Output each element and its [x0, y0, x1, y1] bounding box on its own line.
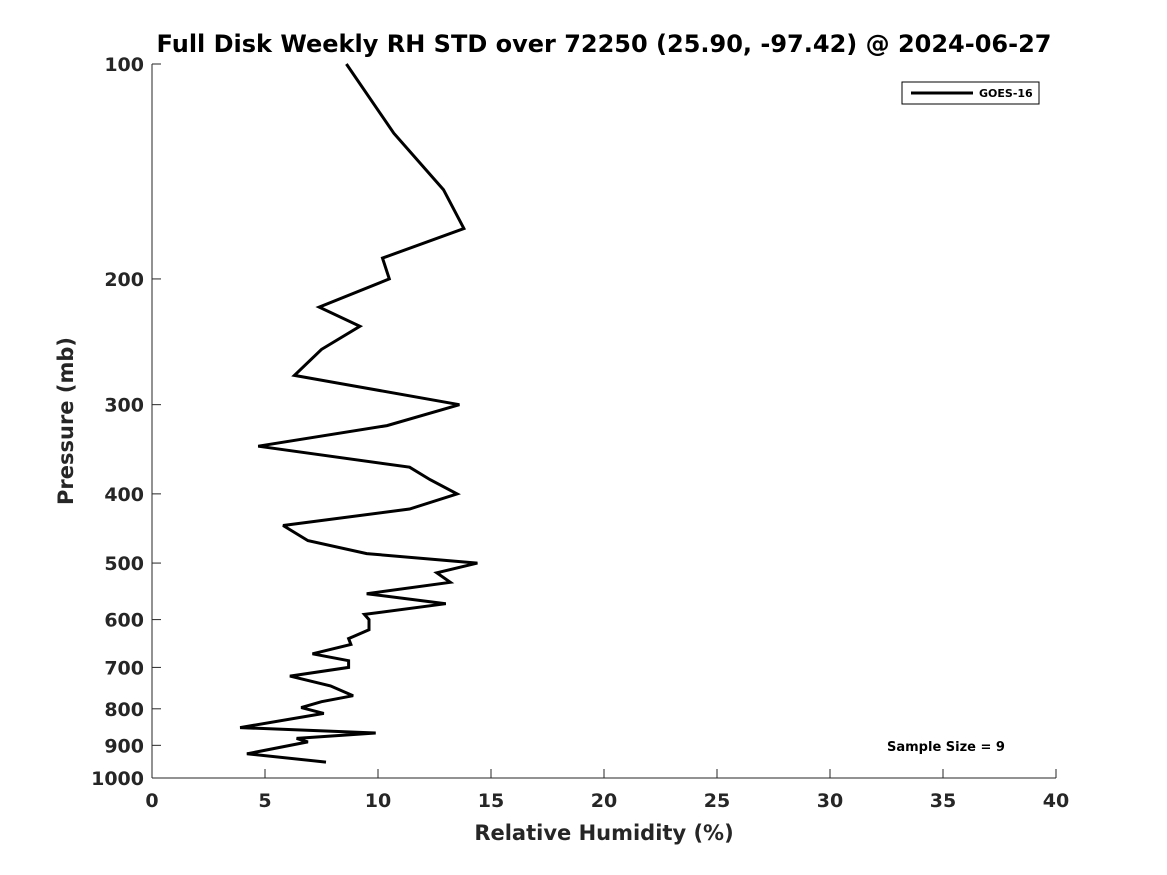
x-tick-label: 0	[145, 790, 158, 812]
y-tick-label: 700	[104, 657, 144, 679]
y-tick-label: 500	[104, 553, 144, 575]
x-tick-label: 35	[930, 790, 956, 812]
y-tick-label: 800	[104, 699, 144, 721]
y-tick-label: 1000	[91, 768, 144, 790]
x-tick-label: 5	[258, 790, 271, 812]
y-tick-label: 300	[104, 395, 144, 417]
plot-frame	[151, 64, 1056, 779]
series-layer	[239, 63, 478, 764]
x-axis-ticks: 0 5 10 15 20 25 30 35 40	[145, 769, 1069, 812]
sample-size-annotation: Sample Size = 9	[887, 740, 1005, 755]
y-tick-label: 900	[104, 735, 144, 757]
x-tick-label: 40	[1043, 790, 1069, 812]
y-axis-label: Pressure (mb)	[54, 337, 78, 505]
legend-label-goes-16: GOES-16	[979, 87, 1033, 100]
series-line-goes-16	[239, 63, 478, 764]
x-axis-label: Relative Humidity (%)	[474, 821, 733, 845]
chart-title: Full Disk Weekly RH STD over 72250 (25.9…	[157, 30, 1052, 58]
y-axis-ticks: 100 200 300 400 500 600 700 800 900 1000	[91, 54, 161, 790]
y-tick-label: 100	[104, 54, 144, 76]
y-tick-label: 600	[104, 610, 144, 632]
y-tick-label: 200	[104, 269, 144, 291]
x-tick-label: 10	[365, 790, 391, 812]
legend: GOES-16	[901, 81, 1040, 105]
y-tick-label: 400	[104, 484, 144, 506]
x-tick-label: 30	[817, 790, 843, 812]
x-tick-label: 25	[704, 790, 730, 812]
x-tick-label: 20	[591, 790, 617, 812]
x-tick-label: 15	[478, 790, 504, 812]
